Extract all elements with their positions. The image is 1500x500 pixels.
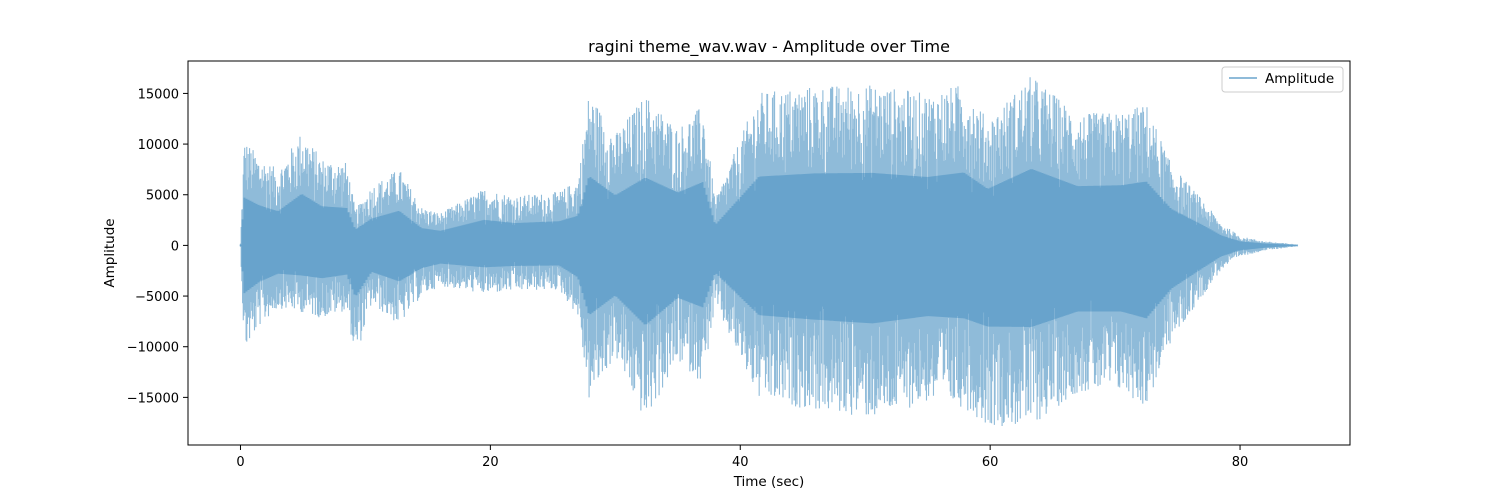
legend-label-amplitude: Amplitude bbox=[1265, 71, 1334, 87]
y-axis-label: Amplitude bbox=[102, 218, 118, 287]
plot-data-layer bbox=[239, 77, 1299, 427]
y-tick-label: −10000 bbox=[127, 341, 179, 356]
y-tick-label: 15000 bbox=[138, 87, 179, 102]
y-tick-label: −15000 bbox=[127, 391, 179, 406]
y-tick-label: 10000 bbox=[138, 138, 179, 153]
y-tick-label: 0 bbox=[171, 239, 179, 254]
x-tick-label: 80 bbox=[1232, 455, 1249, 470]
y-tick-label: 5000 bbox=[146, 189, 179, 204]
x-axis-ticks: 0 20 40 60 80 bbox=[236, 445, 1248, 470]
x-tick-label: 40 bbox=[732, 455, 749, 470]
plot-frame bbox=[187, 60, 1351, 446]
y-axis-ticks: −15000 −10000 −5000 0 5000 10000 15000 bbox=[127, 87, 188, 406]
legend-box bbox=[1221, 66, 1344, 93]
series-amplitude-core bbox=[239, 169, 1298, 327]
x-axis-label: Time (sec) bbox=[733, 474, 805, 490]
series-amplitude-waveform bbox=[239, 77, 1299, 427]
x-tick-label: 20 bbox=[482, 455, 499, 470]
x-tick-label: 0 bbox=[236, 455, 244, 470]
chart-title: ragini theme_wav.wav - Amplitude over Ti… bbox=[588, 37, 950, 57]
y-tick-label: −5000 bbox=[135, 290, 179, 305]
legend: Amplitude bbox=[1221, 66, 1344, 93]
x-tick-label: 60 bbox=[982, 455, 999, 470]
